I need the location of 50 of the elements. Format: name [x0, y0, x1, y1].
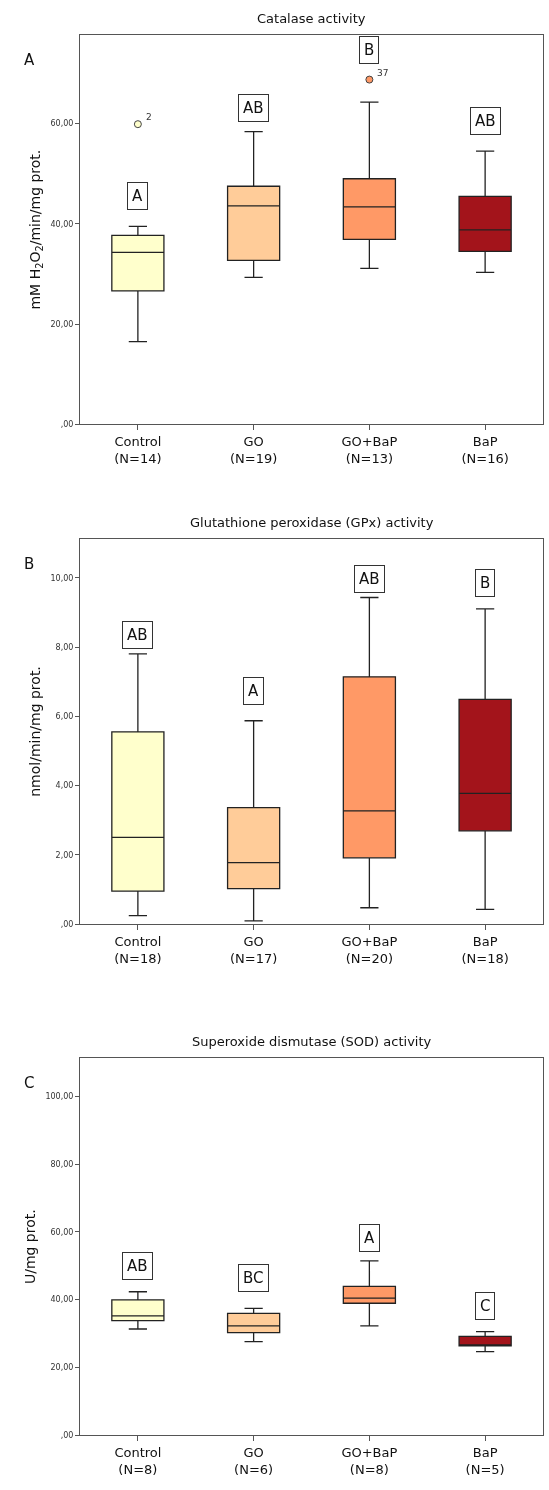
annotation: C [480, 1297, 491, 1315]
annotation: AB [127, 1257, 148, 1275]
x-tick-label: BaP (N=16) [461, 433, 509, 466]
y-tick-label: 60,00 [50, 119, 74, 129]
y-tick-label: 8,00 [55, 642, 74, 652]
x-tick-label: Control (N=14) [114, 433, 162, 466]
y-tick-label: 2,00 [55, 850, 74, 860]
y-tick-label: 40,00 [50, 1295, 74, 1305]
annotation: A [132, 187, 143, 205]
y-tick-label: ,00 [60, 420, 74, 429]
x-tick-label: GO (N=17) [229, 933, 278, 966]
annotation: B [480, 574, 491, 592]
annotation: AB [127, 626, 148, 644]
y-axis-title: nmol/min/mg prot. [27, 666, 44, 797]
annotation: AB [475, 112, 496, 130]
y-tick-label: 4,00 [55, 781, 74, 791]
y-tick-label: 80,00 [50, 1159, 74, 1169]
x-tick-label: GO+BaP (N=8) [341, 1444, 398, 1477]
annotation: AB [359, 570, 380, 588]
annotation: 37 [377, 68, 389, 78]
text: C [24, 1074, 35, 1092]
y-tick-label: 10,00 [50, 573, 74, 583]
x-tick-label: BaP (N=18) [461, 933, 509, 966]
x-tick-label: GO+BaP (N=20) [341, 933, 398, 966]
chart-title: Catalase activity [257, 11, 366, 26]
x-tick-label: Control (N=18) [114, 933, 162, 966]
chart-title: Superoxide dismutase (SOD) activity [192, 1034, 432, 1049]
annotation: 2 [146, 112, 152, 122]
y-tick-label: 6,00 [55, 712, 74, 722]
x-tick-label: BaP (N=5) [465, 1444, 505, 1477]
y-axis-title: U/mg prot. [22, 1209, 38, 1285]
y-tick-label: ,00 [60, 1430, 74, 1440]
y-tick-label: 60,00 [50, 1227, 74, 1237]
chart-title: Glutathione peroxidase (GPx) activity [190, 515, 434, 530]
annotation: A [364, 1229, 375, 1247]
annotation: AB [243, 99, 264, 117]
y-tick-label: 20,00 [50, 1363, 74, 1373]
x-tick-label: Control (N=8) [114, 1444, 162, 1477]
x-tick-label: GO (N=19) [229, 433, 278, 466]
y-tick-label: 40,00 [50, 219, 74, 229]
x-tick-label: GO (N=6) [234, 1444, 274, 1477]
text: A [24, 51, 35, 69]
y-tick-label: 100,00 [45, 1092, 74, 1102]
x-tick-label: GO+BaP (N=13) [341, 433, 398, 466]
y-tick-label: ,00 [60, 919, 74, 929]
annotation: A [248, 682, 259, 700]
text: B [24, 555, 35, 573]
annotation: BC [243, 1269, 264, 1287]
y-tick-label: 20,00 [50, 319, 74, 329]
annotation: B [364, 41, 375, 59]
